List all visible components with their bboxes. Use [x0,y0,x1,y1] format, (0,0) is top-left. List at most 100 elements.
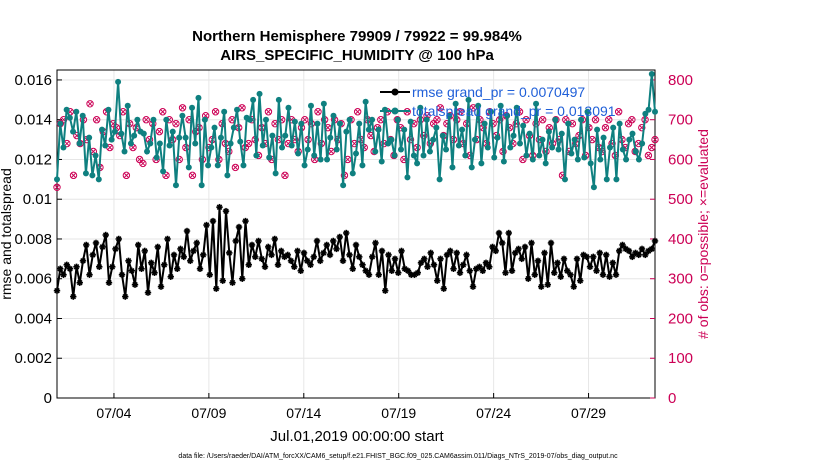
spread-point [388,136,395,143]
left-axis-label: rmse and totalspread [0,168,14,300]
spread-point [635,156,642,163]
x-tick-label: 07/29 [571,405,606,421]
spread-point [205,162,212,169]
spread-point [115,78,122,85]
rmse-point [612,271,620,278]
obs-possible-marker [436,104,444,112]
spread-point [362,98,369,105]
spread-point [349,170,356,177]
obs-evaluated-marker [437,105,443,111]
spread-point [539,136,546,143]
spread-point [623,156,630,163]
rmse-point [86,271,93,278]
left-tick-label: 0.006 [14,271,52,288]
rmse-point [590,253,597,261]
obs-evaluated-marker [120,109,126,115]
obs-evaluated-marker [325,125,331,131]
spread-point [298,120,305,127]
spread-point [131,132,138,139]
rmse-point [209,217,217,225]
rmse-point [167,273,174,280]
spread-point [652,108,658,115]
rmse-point [450,265,457,272]
left-tick-label: 0.004 [14,310,52,327]
spread-point [523,152,530,159]
rmse-point [538,283,545,290]
spread-point [616,120,623,127]
right-tick-label: 700 [668,112,693,129]
spread-point [353,150,359,157]
rmse-point [213,285,220,292]
spread-point [603,176,610,183]
rmse-point [115,235,122,243]
obs-evaluated-marker [606,117,612,123]
rmse-point [427,249,434,257]
spread-point [494,134,501,141]
rmse-point [616,247,623,255]
rmse-point [437,255,444,263]
spread-point [642,110,649,117]
rmse-point [460,261,467,269]
rmse-point [310,253,317,261]
spread-point [156,140,163,147]
rmse-point [216,203,223,211]
rmse-point [131,281,139,288]
rmse-point [385,251,392,259]
spread-point [86,134,93,141]
obs-evaluated-marker [54,184,60,190]
rmse-point [242,217,249,225]
rmse-point [99,243,106,251]
obs-evaluated-marker [143,117,149,123]
obs-possible-marker [159,108,167,116]
rmse-point [486,263,493,270]
obs-possible-marker [162,171,170,180]
obs-evaluated-marker [173,121,179,127]
spread-point [581,154,588,161]
spread-point [378,158,385,165]
spread-point [536,152,543,159]
spread-point [314,120,321,127]
obs-possible-marker [433,115,441,124]
obs-evaluated-marker [520,157,526,162]
spread-point [365,126,372,133]
spread-point [121,148,128,155]
rmse-point [424,263,431,270]
spread-point [172,182,179,189]
spread-point [311,152,318,159]
obs-possible-marker [601,123,610,132]
rmse-point [356,253,363,261]
spread-point [533,100,540,107]
legend-rmse-marker [391,88,399,96]
spread-point [253,152,260,159]
spread-point [163,116,170,123]
rmse-point [593,267,600,274]
rmse-point [346,251,353,259]
rmse-point [625,247,633,255]
rmse-point [560,255,568,263]
spread-point [558,130,565,137]
rmse-point [577,277,584,284]
spread-point [250,96,257,103]
obs-possible-marker [644,151,653,160]
rmse-point [499,239,506,247]
rmse-point [92,239,100,247]
spread-point [500,158,507,165]
spread-point [513,104,520,111]
obs-possible-marker [647,143,656,152]
rmse-point [219,277,226,284]
rmse-point [157,283,165,290]
spread-point [221,108,228,115]
rmse-point [414,269,421,276]
rmse-point [148,259,155,267]
right-tick-label: 400 [668,231,693,248]
spread-point [57,120,64,127]
obs-evaluated-marker [328,149,334,154]
obs-possible-marker [591,115,600,124]
spread-point [336,120,343,127]
rmse-point [330,237,337,245]
left-tick-label: 0.002 [14,350,52,367]
rmse-point [180,253,187,261]
rmse-point [651,237,659,245]
rmse-point [294,247,301,255]
spread-point [70,128,77,135]
